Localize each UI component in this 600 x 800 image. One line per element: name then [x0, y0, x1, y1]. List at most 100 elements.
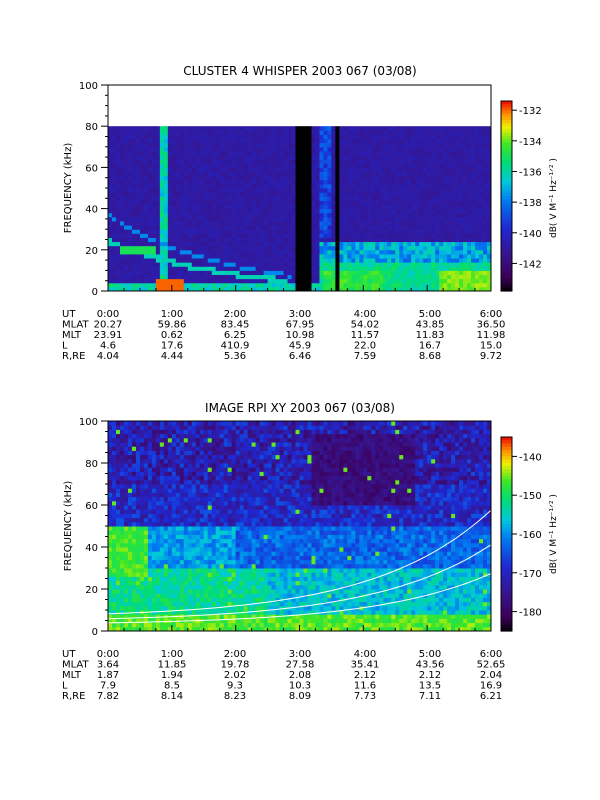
panel1-spectrogram-cell — [367, 138, 372, 144]
panel1-spectrogram-cell — [439, 159, 444, 164]
panel1-spectrogram-cell — [471, 258, 476, 263]
panel1-spectrogram-cell — [311, 179, 316, 185]
panel1-spectrogram-cell — [311, 212, 316, 218]
panel2-spectrogram-cell — [111, 446, 117, 451]
panel2-spectrogram-cell — [171, 479, 177, 485]
panel1-spectrogram-cell — [443, 233, 448, 238]
panel1-spectrogram-cell — [207, 216, 213, 222]
panel-cluster-whisper: CLUSTER 4 WHISPER 2003 067 (03/08) 02040… — [62, 64, 559, 362]
panel2-spectrogram-cell — [175, 542, 181, 548]
panel2-spectrogram-cell — [139, 425, 145, 430]
panel1-colorbar-segment — [501, 142, 512, 146]
panel1-spectrogram-cell — [267, 167, 273, 173]
panel1-spectrogram-cell — [335, 258, 340, 263]
panel1-spectrogram-cell — [287, 245, 293, 251]
panel1-spectrogram-cell — [199, 286, 205, 292]
panel2-spectrogram-cell — [131, 605, 137, 611]
panel1-spectrogram-cell — [339, 188, 344, 193]
panel1-spectrogram-cell — [331, 159, 336, 164]
panel2-spectrogram-cell — [163, 610, 169, 615]
panel1-spectrogram-cell — [323, 159, 328, 164]
panel2-spectrogram-cell — [135, 492, 141, 498]
panel1-spectrogram-cell — [367, 142, 372, 148]
panel1-spectrogram-cell — [479, 237, 484, 243]
panel2-spectrogram-cell — [119, 526, 125, 531]
panel1-spectrogram-cell — [247, 270, 253, 276]
panel1-spectrogram-cell — [367, 220, 372, 226]
panel1-spectrogram-cell — [127, 253, 133, 259]
panel2-spectrogram-cell — [131, 429, 137, 435]
panel1-spectrogram-cell — [451, 163, 456, 168]
panel1-spectrogram-cell — [291, 233, 297, 238]
panel2-spectrogram-cell — [171, 433, 177, 439]
panel1-colorbar-segment — [501, 205, 512, 210]
panel2-spectrogram-cell — [115, 450, 121, 456]
panel1-spectrogram-cell — [455, 270, 460, 276]
panel1-spectrogram-cell — [211, 216, 217, 222]
panel1-spectrogram-cell — [459, 241, 464, 247]
panel1-spectrogram-cell — [203, 249, 209, 255]
panel2-spectrogram-cell — [111, 500, 117, 506]
panel1-spectrogram-cell — [275, 212, 281, 218]
panel1-spectrogram-cell — [479, 262, 484, 267]
panel1-spectrogram-cell — [479, 163, 484, 168]
panel1-spectrogram-cell — [483, 237, 488, 243]
panel1-spectrogram-cell — [403, 212, 408, 218]
panel1-spectrogram-cell — [143, 266, 149, 271]
panel1-spectrogram-cell — [167, 208, 173, 214]
panel2-spectrogram-cell — [115, 568, 121, 573]
panel1-spectrogram-cell — [219, 179, 225, 185]
panel1-spectrogram-cell — [463, 134, 468, 140]
panel1-spectrogram-cell — [391, 212, 396, 218]
panel1-spectrogram-cell — [311, 245, 316, 251]
panel2-spectrogram-cell — [135, 450, 141, 456]
panel1-spectrogram-cell — [159, 175, 165, 181]
panel1-spectrogram-cell — [199, 249, 205, 255]
panel1-spectrogram-cell — [299, 138, 304, 144]
panel1-spectrogram-cell — [335, 171, 340, 177]
panel1-spectrogram-cell — [375, 262, 380, 267]
panel2-spectrogram-cell — [108, 433, 113, 439]
panel1-spectrogram-cell — [355, 262, 360, 267]
panel1-spectrogram-cell — [255, 278, 261, 284]
panel1-spectrogram-cell — [255, 270, 261, 276]
panel1-spectrogram-cell — [439, 126, 444, 131]
panel1-spectrogram-cell — [247, 278, 253, 284]
panel1-spectrogram-cell — [475, 138, 480, 144]
panel1-spectrogram-cell — [455, 167, 460, 173]
panel1-spectrogram-cell — [279, 258, 285, 263]
panel1-spectrogram-cell — [459, 220, 464, 226]
panel1-spectrogram-cell — [311, 142, 316, 148]
panel1-spectrogram-cell — [139, 155, 145, 160]
panel1-spectrogram-cell — [427, 146, 432, 152]
panel1-spectrogram-cell — [219, 270, 225, 276]
panel1-spectrogram-cell — [335, 188, 340, 193]
panel1-spectrogram-cell — [215, 171, 221, 177]
panel1-spectrogram-cell — [135, 249, 141, 255]
panel1-spectrogram-cell — [251, 155, 257, 160]
panel1-spectrogram-cell — [411, 253, 416, 259]
panel1-spectrogram-cell — [108, 171, 113, 177]
panel1-y-tick-label: 20 — [85, 246, 98, 257]
panel1-spectrogram-cell — [351, 245, 356, 251]
panel1-spectrogram-cell — [391, 142, 396, 148]
panel1-spectrogram-cell — [411, 225, 416, 230]
panel1-spectrogram-cell — [271, 159, 277, 164]
panel1-spectrogram-cell — [483, 175, 488, 181]
panel1-spectrogram-cell — [111, 192, 117, 197]
panel1-spectrogram-cell — [427, 208, 432, 214]
panel2-spectrogram-cell — [183, 530, 189, 535]
panel1-spectrogram-cell — [279, 253, 285, 259]
panel2-spectrogram-cell — [179, 521, 185, 527]
panel2-spectrogram-cell — [108, 593, 113, 598]
panel1-spectrogram-cell — [139, 126, 145, 131]
panel1-spectrogram-cell — [271, 126, 277, 131]
panel1-spectrogram-cell — [315, 142, 320, 148]
panel1-spectrogram-cell — [215, 130, 221, 135]
panel1-spectrogram-cell — [347, 270, 352, 276]
panel1-spectrogram-cell — [283, 204, 289, 210]
panel1-spectrogram-cell — [243, 233, 249, 238]
panel1-spectrogram-cell — [287, 220, 293, 226]
panel1-spectrogram-cell — [235, 237, 241, 243]
panel2-spectrogram-cell — [108, 446, 113, 451]
